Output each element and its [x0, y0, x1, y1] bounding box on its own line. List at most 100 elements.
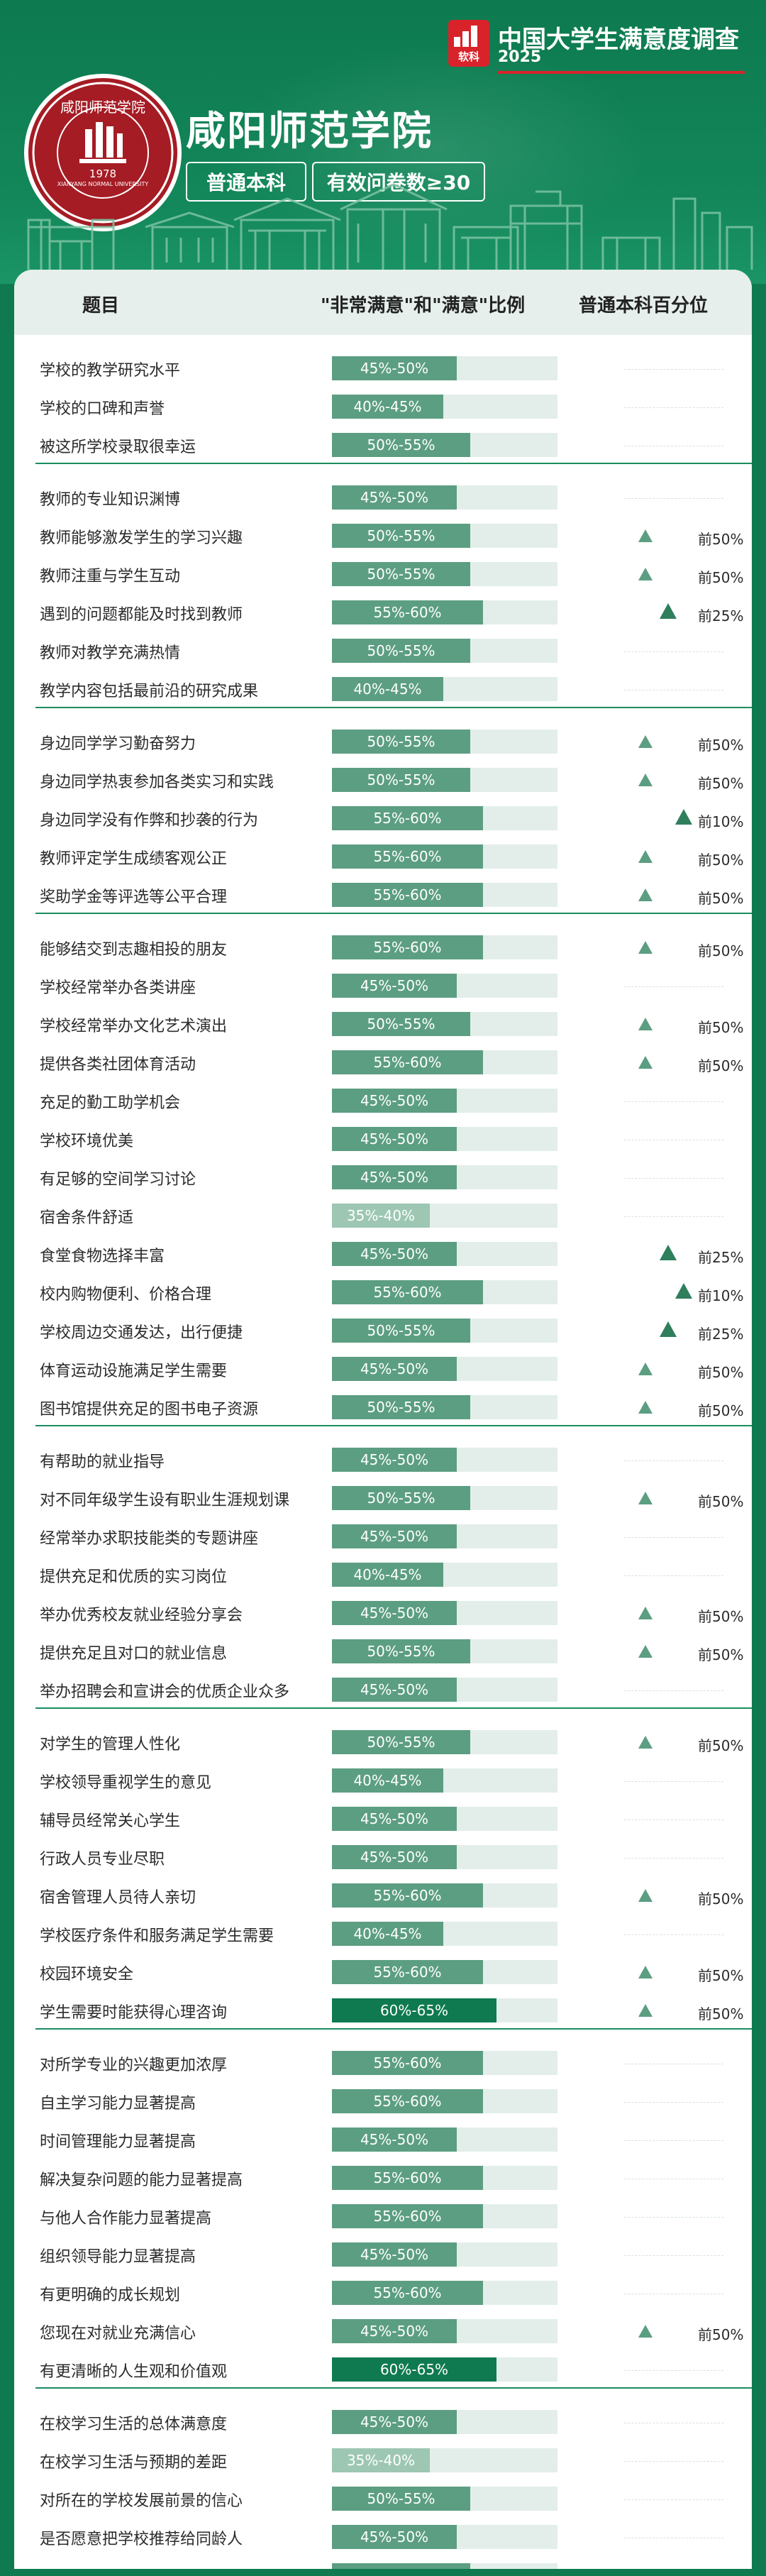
percentile-label: 前50%: [698, 1019, 744, 1036]
percentile-marker: 前50%: [624, 524, 752, 548]
percentile-marker: 前50%: [624, 1883, 752, 1908]
row-label: 学校周边交通发达，出行便捷: [40, 1324, 243, 1342]
percentile-label: 前50%: [698, 942, 744, 959]
ratio-bar: 40%-45%: [332, 1563, 443, 1587]
table-row: 能够结交到志趣相投的朋友 55%-60% 前50%: [14, 927, 752, 965]
ratio-bar-track: 55%-60%: [332, 935, 557, 959]
percentile-label: 前50%: [698, 531, 744, 548]
ratio-bar: 50%-55%: [332, 1486, 470, 1510]
ratio-bar: 50%-55%: [332, 1395, 470, 1419]
table-row: 与他人合作能力显著提高 55%-60%: [14, 2196, 752, 2234]
ratio-bar: 40%-45%: [332, 1768, 443, 1793]
row-label: 提供充足和优质的实习岗位: [40, 1568, 228, 1586]
ratio-bar-track: 50%-55%: [332, 639, 557, 663]
row-label: 在校学习生活与预期的差距: [40, 2454, 228, 2472]
table-row: 学校经常举办文化艺术演出 50%-55% 前50%: [14, 1003, 752, 1042]
ratio-bar: 45%-50%: [332, 1089, 457, 1113]
ratio-bar: 50%-55%: [332, 2487, 470, 2511]
ratio-bar-track: 55%-60%: [332, 2166, 557, 2190]
ratio-bar-track: 55%-60%: [332, 2051, 557, 2075]
ratio-bar: 50%-55%: [332, 2563, 470, 2569]
table-row: 辅导员经常关心学生 45%-50%: [14, 1798, 752, 1837]
ratio-bar: 50%-55%: [332, 1319, 470, 1343]
ratio-bar: 40%-45%: [332, 1922, 443, 1946]
ratio-bar: 45%-50%: [332, 1524, 457, 1548]
ratio-bar: 55%-60%: [332, 806, 483, 830]
table-row: 是否愿意再次选择现在的学校 50%-55%: [14, 2555, 752, 2569]
row-label: 对不同年级学生设有职业生涯规划课: [40, 1492, 290, 1509]
table-row: 您现在对就业充满信心 45%-50% 前50%: [14, 2311, 752, 2349]
brand-year: 2025: [498, 48, 542, 66]
percentile-placeholder-line: [624, 1460, 723, 1461]
ratio-bar: 50%-55%: [332, 1012, 470, 1036]
percentile-marker: 前50%: [624, 1960, 752, 1984]
row-label: 有帮助的就业指导: [40, 1453, 165, 1471]
table-row: 对所在的学校发展前景的信心 50%-55%: [14, 2478, 752, 2516]
table-header: 题目 "非常满意"和"满意"比例 普通本科百分位: [14, 270, 752, 335]
ratio-bar-track: 45%-50%: [332, 1524, 557, 1548]
table-row: 有足够的空间学习讨论 45%-50%: [14, 1157, 752, 1195]
section-gap: [14, 708, 752, 721]
percentile-label: 前50%: [698, 1057, 744, 1074]
percentile-label: 前50%: [698, 1402, 744, 1419]
table-row: 宿舍管理人员待人亲切 55%-60% 前50%: [14, 1875, 752, 1913]
row-label: 宿舍条件舒适: [40, 1209, 134, 1227]
percentile-triangle-icon: [675, 1283, 692, 1299]
percentile-triangle-icon: [638, 529, 653, 542]
row-label: 对所学专业的兴趣更加浓厚: [40, 2057, 228, 2074]
percentile-label: 前50%: [698, 852, 744, 869]
percentile-placeholder-line: [624, 498, 723, 499]
tag-institution-type: 普通本科: [186, 162, 306, 202]
header-percentile: 普通本科百分位: [579, 295, 709, 317]
table-row: 身边同学没有作弊和抄袭的行为 55%-60% 前10%: [14, 798, 752, 836]
percentile-triangle-icon: [638, 850, 653, 863]
table-row: 行政人员专业尽职 45%-50%: [14, 1837, 752, 1875]
ratio-bar-track: 45%-50%: [332, 2525, 557, 2549]
ratio-bar-track: 45%-50%: [332, 1845, 557, 1869]
percentile-marker: 前50%: [624, 730, 752, 754]
table-row: 对所学专业的兴趣更加浓厚 55%-60%: [14, 2042, 752, 2081]
table-row: 有更清晰的人生观和价值观 60%-65%: [14, 2349, 752, 2387]
brand-logo-icon: 软科: [448, 20, 489, 67]
ratio-bar-track: 40%-45%: [332, 1563, 557, 1587]
table-row: 学校的教学研究水平 45%-50%: [14, 348, 752, 386]
row-label: 身边同学热衷参加各类实习和实践: [40, 774, 274, 791]
row-label: 能够结交到志趣相投的朋友: [40, 941, 228, 959]
percentile-triangle-icon: [638, 1607, 653, 1619]
percentile-marker: 前50%: [624, 768, 752, 792]
percentile-label: 前10%: [698, 1287, 744, 1304]
ratio-bar-track: 40%-45%: [332, 1922, 557, 1946]
percentile-marker: 前10%: [624, 806, 752, 830]
percentile-placeholder-line: [624, 2217, 723, 2218]
percentile-label: 前50%: [698, 890, 744, 907]
row-label: 有足够的空间学习讨论: [40, 1171, 196, 1189]
percentile-label: 前50%: [698, 2005, 744, 2022]
percentile-placeholder-line: [624, 2140, 723, 2141]
percentile-placeholder-line: [624, 1690, 723, 1691]
row-label: 身边同学学习勤奋努力: [40, 735, 196, 753]
percentile-marker: 前50%: [624, 844, 752, 869]
ratio-bar-track: 50%-55%: [332, 1486, 557, 1510]
ratio-bar: 45%-50%: [332, 2525, 457, 2549]
percentile-marker: 前50%: [624, 1395, 752, 1419]
row-label: 学校环境优美: [40, 1133, 134, 1150]
table-row: 充足的勤工助学机会 45%-50%: [14, 1080, 752, 1118]
ratio-bar: 55%-60%: [332, 2089, 483, 2113]
ratio-bar-track: 55%-60%: [332, 806, 557, 830]
row-label: 学校的教学研究水平: [40, 362, 181, 380]
row-label: 宿舍管理人员待人亲切: [40, 1889, 196, 1907]
table-row: 在校学习生活的总体满意度 45%-50%: [14, 2401, 752, 2440]
table-row: 经常举办求职技能类的专题讲座 45%-50%: [14, 1516, 752, 1554]
row-label: 您现在对就业充满信心: [40, 2325, 196, 2343]
seal-text: 咸阳师范学院: [60, 99, 145, 116]
table-row: 学校经常举办各类讲座 45%-50%: [14, 965, 752, 1003]
section-divider: [35, 913, 752, 914]
row-label: 时间管理能力显著提高: [40, 2133, 196, 2151]
ratio-bar-track: 50%-55%: [332, 2487, 557, 2511]
percentile-placeholder-line: [624, 2255, 723, 2256]
percentile-triangle-icon: [638, 1056, 653, 1069]
ratio-bar: 45%-50%: [332, 356, 457, 380]
ratio-bar: 55%-60%: [332, 883, 483, 907]
percentile-label: 前50%: [698, 1890, 744, 1908]
ratio-bar-track: 45%-50%: [332, 1807, 557, 1831]
